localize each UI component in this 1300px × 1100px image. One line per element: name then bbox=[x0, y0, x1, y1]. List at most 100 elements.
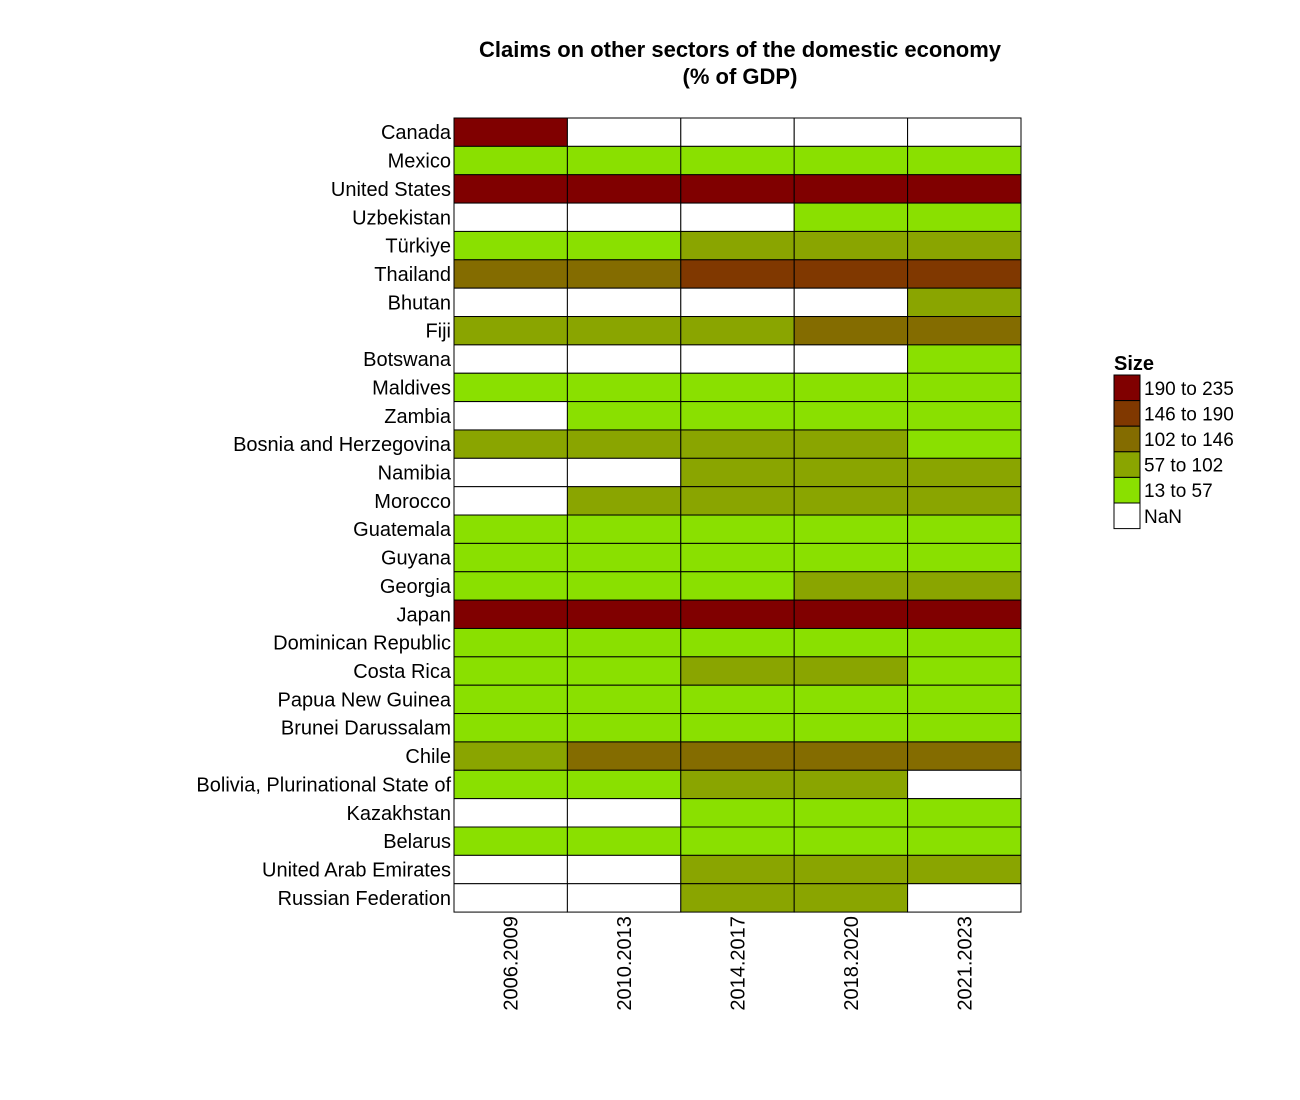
heatmap-cell bbox=[907, 457, 1022, 488]
heatmap-cell bbox=[907, 769, 1022, 800]
heatmap-cell bbox=[566, 769, 682, 800]
heatmap-cell bbox=[907, 372, 1022, 403]
heatmap-cell bbox=[793, 627, 909, 658]
heatmap-cell bbox=[793, 287, 909, 318]
row-label: Botswana bbox=[363, 349, 452, 371]
heatmap-cell bbox=[793, 713, 909, 743]
heatmap-cell bbox=[793, 259, 909, 289]
heatmap-cell bbox=[453, 826, 568, 856]
heatmap-cell bbox=[453, 259, 568, 289]
heatmap-cell bbox=[566, 713, 682, 743]
heatmap-cell bbox=[907, 542, 1022, 573]
row-label: Georgia bbox=[380, 576, 452, 598]
heatmap-cell bbox=[680, 514, 795, 544]
heatmap-cell bbox=[680, 401, 795, 431]
heatmap-cell bbox=[680, 429, 795, 459]
heatmap-cell bbox=[793, 798, 909, 828]
row-label: Zambia bbox=[384, 406, 452, 428]
row-label: Thailand bbox=[374, 264, 451, 286]
heatmap-cell bbox=[566, 514, 682, 544]
heatmap-cell bbox=[453, 769, 568, 800]
legend-swatch bbox=[1113, 502, 1141, 530]
heatmap-cell bbox=[453, 457, 568, 488]
row-label: Namibia bbox=[378, 463, 452, 485]
heatmap-cell bbox=[566, 259, 682, 289]
heatmap-cell bbox=[566, 174, 682, 204]
row-label: Dominican Republic bbox=[273, 633, 451, 655]
heatmap-cell bbox=[566, 145, 682, 176]
heatmap-cell bbox=[566, 230, 682, 261]
heatmap-cell bbox=[453, 174, 568, 204]
heatmap-cell bbox=[907, 571, 1022, 601]
heatmap-cell bbox=[566, 883, 682, 913]
heatmap-cell bbox=[907, 854, 1022, 885]
heatmap-cell bbox=[680, 259, 795, 289]
legend-swatch bbox=[1113, 476, 1141, 504]
heatmap-cell bbox=[907, 713, 1022, 743]
heatmap-cell bbox=[566, 571, 682, 601]
heatmap-cell bbox=[566, 429, 682, 459]
heatmap-cell bbox=[680, 230, 795, 261]
row-label: Japan bbox=[397, 604, 452, 626]
heatmap-cell bbox=[793, 202, 909, 232]
heatmap-cell bbox=[453, 599, 568, 629]
heatmap-cell bbox=[907, 429, 1022, 459]
heatmap-cell bbox=[566, 684, 682, 715]
legend: Size 190 to 235 146 to 190 102 to 146 57 to… bbox=[1113, 353, 1234, 530]
heatmap-cell bbox=[907, 316, 1022, 346]
heatmap-cell bbox=[680, 316, 795, 346]
heatmap-cell bbox=[907, 287, 1022, 318]
row-label: Costa Rica bbox=[353, 661, 452, 683]
heatmap-cell bbox=[793, 145, 909, 176]
heatmap-cell bbox=[453, 883, 568, 913]
row-label: Türkiye bbox=[385, 236, 451, 258]
legend-swatch bbox=[1113, 400, 1141, 427]
column-labels: 2006.2009 2010.2013 2014.2017 2018.2020 2021… bbox=[501, 916, 977, 1011]
heatmap-cell bbox=[453, 316, 568, 346]
heatmap-cell bbox=[907, 145, 1022, 176]
heatmap-cell bbox=[566, 316, 682, 346]
heatmap-cell bbox=[793, 344, 909, 374]
heatmap-cell bbox=[793, 826, 909, 856]
row-label: Kazakhstan bbox=[346, 803, 451, 825]
heatmap-cell bbox=[680, 372, 795, 403]
heatmap-cell bbox=[680, 854, 795, 885]
heatmap-cell bbox=[680, 798, 795, 828]
heatmap-cell bbox=[907, 514, 1022, 544]
heatmap-cell bbox=[453, 542, 568, 573]
heatmap-cell bbox=[566, 542, 682, 573]
heatmap-cell bbox=[680, 457, 795, 488]
legend-label: 190 to 235 bbox=[1144, 379, 1234, 400]
heatmap-cell bbox=[907, 259, 1022, 289]
legend-label: 102 to 146 bbox=[1144, 430, 1234, 451]
legend-label: 146 to 190 bbox=[1144, 404, 1234, 425]
heatmap-cell bbox=[453, 627, 568, 658]
column-label: 2014.2017 bbox=[728, 916, 750, 1011]
heatmap-cell bbox=[566, 401, 682, 431]
heatmap-cell bbox=[907, 344, 1022, 374]
heatmap-cell bbox=[793, 486, 909, 516]
heatmap-cell bbox=[793, 769, 909, 800]
heatmap-cell bbox=[793, 684, 909, 715]
heatmap-cell bbox=[680, 486, 795, 516]
heatmap-cell bbox=[453, 344, 568, 374]
row-label: Guyana bbox=[381, 548, 452, 570]
row-label: Bhutan bbox=[388, 292, 451, 314]
heatmap-cell bbox=[453, 372, 568, 403]
row-label: Canada bbox=[381, 122, 452, 144]
row-label: Chile bbox=[405, 746, 451, 768]
heatmap-cell bbox=[453, 486, 568, 516]
heatmap-cell bbox=[793, 883, 909, 913]
heatmap-cell bbox=[453, 202, 568, 232]
heatmap-cell bbox=[680, 117, 795, 147]
heatmap-cell bbox=[680, 599, 795, 629]
heatmap-cell bbox=[907, 117, 1022, 147]
heatmap-cell bbox=[566, 854, 682, 885]
heatmap-cell bbox=[907, 656, 1022, 686]
heatmap-cell bbox=[453, 117, 568, 147]
heatmap-cell bbox=[566, 599, 682, 629]
heatmap-cell bbox=[793, 457, 909, 488]
heatmap-cell bbox=[453, 854, 568, 885]
chart-title-line-1: Claims on other sectors of the domestic … bbox=[479, 37, 1002, 62]
